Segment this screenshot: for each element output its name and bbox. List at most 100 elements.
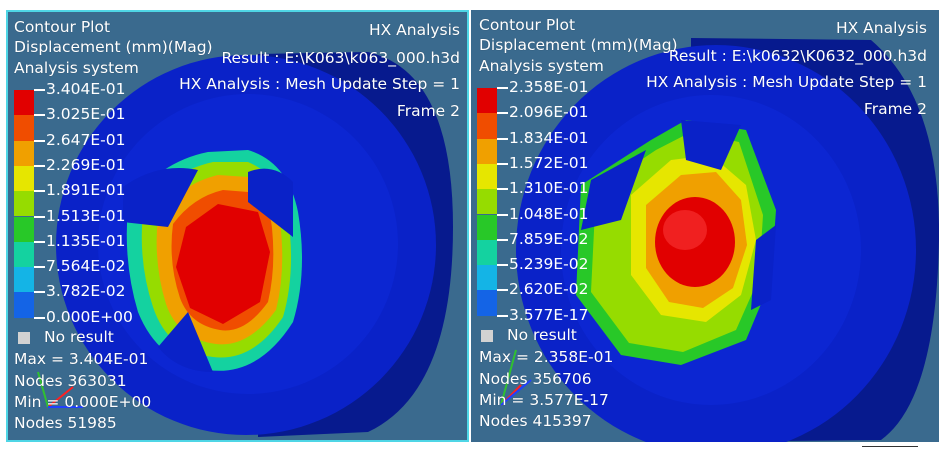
max-value: Max = 3.404E-01 bbox=[14, 350, 149, 368]
plot-system: Analysis system bbox=[479, 57, 604, 75]
viewport-left[interactable]: Contour Plot Displacement (mm)(Mag) Anal… bbox=[6, 10, 469, 442]
legend-entry: 2.647E-01 bbox=[14, 131, 214, 166]
legend-swatch bbox=[477, 113, 497, 139]
legend-label: 0.000E+00 bbox=[46, 307, 133, 326]
frame-info: Frame 2 bbox=[396, 102, 460, 120]
legend-tick bbox=[497, 137, 508, 140]
legend-swatch bbox=[477, 88, 497, 114]
legend-swatch bbox=[14, 165, 34, 192]
min-nodes: Nodes 415397 bbox=[479, 412, 592, 430]
model-render-left[interactable] bbox=[8, 12, 469, 442]
solver-name: HX Analysis bbox=[368, 21, 460, 39]
legend-entry: 2.096E-01 bbox=[477, 103, 677, 139]
legend-tick bbox=[497, 188, 508, 191]
legend-tick bbox=[497, 112, 508, 115]
legend-swatch bbox=[14, 241, 34, 268]
legend-label: 3.025E-01 bbox=[46, 105, 126, 124]
legend-entry: 1.135E-01 bbox=[14, 232, 214, 268]
legend-label: 2.358E-01 bbox=[509, 78, 589, 96]
legend-entry: 1.310E-01 bbox=[477, 179, 677, 215]
model-render-right[interactable] bbox=[471, 10, 939, 442]
legend-label: 2.096E-01 bbox=[509, 103, 589, 122]
viewport-right[interactable]: Contour Plot Displacement (mm)(Mag) Anal… bbox=[471, 10, 939, 442]
min-nodes: Nodes 51985 bbox=[14, 414, 117, 432]
legend-tick bbox=[497, 289, 508, 292]
legend-entry: 3.782E-02 bbox=[14, 282, 214, 318]
legend-tick bbox=[34, 139, 45, 142]
legend-entry: 1.048E-01 bbox=[477, 205, 677, 240]
legend-tick bbox=[34, 291, 45, 294]
solver-name: HX Analysis bbox=[835, 19, 927, 37]
legend-entry: 0.000E+00 bbox=[14, 308, 214, 343]
frame-info: Frame 2 bbox=[863, 100, 927, 118]
max-nodes: Nodes 356706 bbox=[479, 370, 592, 388]
legend-swatch bbox=[477, 138, 497, 164]
plot-title: Contour Plot bbox=[479, 16, 576, 34]
legend-entry: 1.513E-01 bbox=[14, 207, 214, 242]
legend-label: 3.782E-02 bbox=[46, 282, 126, 301]
legend-swatch bbox=[477, 214, 497, 240]
legend-entry: 7.564E-02 bbox=[14, 257, 214, 293]
legend-swatch bbox=[477, 265, 497, 291]
legend-label: 7.564E-02 bbox=[46, 257, 126, 276]
legend-tick bbox=[497, 162, 508, 165]
no-result-label: No result bbox=[507, 326, 577, 344]
legend-swatch bbox=[14, 216, 34, 242]
legend-label: 2.269E-01 bbox=[46, 155, 126, 174]
legend-entry: 7.859E-02 bbox=[477, 230, 677, 266]
legend-tick bbox=[497, 87, 508, 89]
legend-swatch bbox=[14, 292, 34, 318]
legend-label: 1.310E-01 bbox=[509, 179, 589, 198]
legend-tick bbox=[34, 164, 45, 167]
legend-swatch bbox=[477, 189, 497, 215]
legend-tick bbox=[34, 266, 45, 269]
legend-label: 2.647E-01 bbox=[46, 130, 126, 149]
legend-tick bbox=[497, 238, 508, 241]
result-file: Result : E:\k0632\K0632_000.h3d bbox=[668, 47, 927, 65]
legend-entry: 2.358E-01 bbox=[477, 78, 677, 114]
legend-tick bbox=[34, 114, 45, 117]
plot-quantity: Displacement (mm)(Mag) bbox=[14, 38, 213, 56]
legend-tick bbox=[34, 89, 45, 91]
legend-swatch bbox=[477, 163, 497, 190]
legend-entry: 3.577E-17 bbox=[477, 306, 677, 341]
plot-system: Analysis system bbox=[14, 59, 139, 77]
legend-label: 1.572E-01 bbox=[509, 153, 589, 172]
legend-entry: 1.834E-01 bbox=[477, 129, 677, 164]
legend-swatch bbox=[14, 140, 34, 166]
legend-tick bbox=[34, 240, 45, 243]
legend-tick bbox=[497, 314, 508, 317]
legend-tick bbox=[34, 316, 45, 319]
legend-entry: 1.891E-01 bbox=[14, 181, 214, 217]
max-nodes: Nodes 363031 bbox=[14, 372, 127, 390]
legend-label: 1.513E-01 bbox=[46, 206, 126, 225]
legend-tick bbox=[34, 190, 45, 193]
legend-label: 7.859E-02 bbox=[509, 229, 589, 248]
no-result-swatch bbox=[18, 332, 30, 344]
legend-swatch bbox=[14, 115, 34, 141]
legend-entry: 5.239E-02 bbox=[477, 255, 677, 291]
legend-tick bbox=[34, 215, 45, 218]
legend-label: 1.891E-01 bbox=[46, 181, 126, 200]
legend-tick bbox=[497, 213, 508, 216]
no-result-label: No result bbox=[44, 328, 114, 346]
legend-swatch bbox=[14, 267, 34, 293]
step-info: HX Analysis : Mesh Update Step = 1 bbox=[179, 75, 460, 93]
no-result-swatch bbox=[481, 330, 493, 342]
min-value: Min = 3.577E-17 bbox=[479, 391, 609, 409]
scale-bar bbox=[862, 446, 918, 447]
legend-tick bbox=[497, 264, 508, 267]
max-value: Max = 2.358E-01 bbox=[479, 348, 614, 366]
legend-swatch bbox=[14, 191, 34, 217]
step-info: HX Analysis : Mesh Update Step = 1 bbox=[646, 73, 927, 91]
legend-label: 1.048E-01 bbox=[509, 204, 589, 223]
legend-swatch bbox=[477, 239, 497, 266]
legend-label: 3.577E-17 bbox=[509, 305, 589, 324]
plot-quantity: Displacement (mm)(Mag) bbox=[479, 36, 678, 54]
legend-label: 2.620E-02 bbox=[509, 280, 589, 299]
legend-entry: 2.620E-02 bbox=[477, 280, 677, 316]
legend-swatch bbox=[477, 290, 497, 316]
legend-label: 1.834E-01 bbox=[509, 128, 589, 147]
legend-entry: 3.025E-01 bbox=[14, 105, 214, 141]
legend-label: 1.135E-01 bbox=[46, 231, 126, 250]
